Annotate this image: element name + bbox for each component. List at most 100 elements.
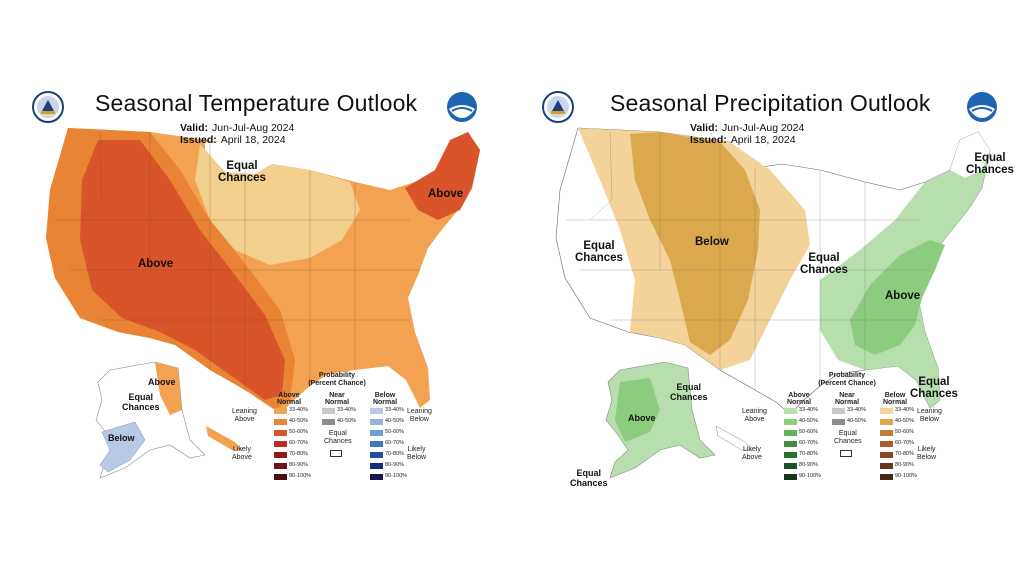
precipitation-legend: Probability (Percent Chance) Above Normal …: [742, 372, 942, 490]
alaska-below-region: [99, 421, 146, 473]
legend-above-2-swatch: [274, 430, 287, 436]
legend-above-1-swatch: [274, 419, 287, 425]
legend-near-1-swatch: [322, 419, 335, 425]
legend-below-0-label: 33-40%: [895, 407, 914, 413]
noaa-logo-icon: [447, 92, 477, 122]
alaska-panhandle: [206, 426, 242, 450]
legend-near-0-label: 33-40%: [337, 407, 356, 413]
legend-above-0-swatch: [274, 408, 287, 414]
legend-below-4-label: 70-80%: [895, 451, 914, 457]
legend-above-4-swatch: [274, 452, 287, 458]
legend-leaning-below: Leaning Below: [407, 408, 432, 423]
legend-above-6-swatch: [784, 474, 797, 480]
legend-below-3-swatch: [880, 441, 893, 447]
label-southeast-coast: Equal Chances: [910, 376, 958, 400]
label-west: Above: [138, 258, 174, 270]
legend-below-4-label: 70-80%: [385, 451, 404, 457]
leaning-above-pale-region: [195, 144, 360, 265]
label-alaska-north: Above: [148, 377, 176, 387]
legend-near-1-swatch: [832, 419, 845, 425]
legend-equal-chances: Equal Chances: [834, 430, 862, 445]
temperature-legend: Probability (Percent Chance) Above Normal …: [232, 372, 432, 490]
legend-above-0-label: 33-40%: [799, 407, 818, 413]
legend-below-1-swatch: [880, 419, 893, 425]
legend-col-above: Above Normal: [786, 392, 812, 406]
legend-above-4-label: 70-80%: [799, 451, 818, 457]
precipitation-title: Seasonal Precipitation Outlook: [610, 90, 931, 116]
legend-near-1-label: 40-50%: [337, 418, 356, 424]
legend-above-2-label: 50-60%: [289, 429, 308, 435]
legend-below-4-swatch: [370, 452, 383, 458]
legend-above-1-label: 40-50%: [799, 418, 818, 424]
precipitation-outlook-panel: Seasonal Precipitation Outlook Valid: Jun…: [520, 70, 1020, 500]
label-alaska-south: Above: [628, 413, 656, 423]
commerce-seal-icon: [32, 91, 64, 123]
legend-title: Probability (Percent Chance): [818, 372, 876, 387]
temp-valid-line: Valid: Jun-Jul-Aug 2024: [180, 122, 294, 134]
valid-value: Jun-Jul-Aug 2024: [212, 122, 295, 134]
alaska-panhandle: [715, 425, 753, 451]
legend-above-2-swatch: [784, 430, 797, 436]
legend-near-1-label: 40-50%: [847, 418, 866, 424]
legend-col-near: Near Normal: [834, 392, 860, 406]
legend-above-3-swatch: [784, 441, 797, 447]
legend-likely-above: Likely Above: [742, 446, 762, 461]
legend-below-3-label: 60-70%: [385, 440, 404, 446]
legend-col-near: Near Normal: [324, 392, 350, 406]
legend-below-5-swatch: [880, 463, 893, 469]
label-northeast: Equal Chances: [966, 152, 1014, 176]
precip-issued-line: Issued: April 18, 2024: [690, 134, 796, 146]
temp-issued-line: Issued: April 18, 2024: [180, 134, 286, 146]
legend-below-5-label: 80-90%: [895, 462, 914, 468]
label-alaska-sw: Equal Chances: [570, 468, 608, 488]
legend-leaning-below: Leaning Below: [917, 408, 942, 423]
legend-col-below: Below Normal: [882, 392, 908, 406]
label-upper-midwest: Equal Chances: [218, 160, 266, 184]
legend-likely-above: Likely Above: [232, 446, 252, 461]
legend-above-6-label: 90-100%: [799, 473, 822, 479]
legend-below-6-swatch: [880, 474, 893, 480]
valid-label: Valid:: [180, 122, 209, 134]
issued-label: Issued:: [690, 134, 727, 146]
legend-below-6-label: 90-100%: [895, 473, 918, 479]
legend-above-5-label: 80-90%: [289, 462, 308, 468]
valid-label: Valid:: [690, 122, 719, 134]
issued-value: April 18, 2024: [220, 134, 286, 146]
legend-above-5-swatch: [784, 463, 797, 469]
legend-near-0-swatch: [322, 408, 335, 414]
legend-below-2-label: 50-60%: [895, 429, 914, 435]
legend-leaning-above: Leaning Above: [742, 408, 767, 423]
legend-below-3-label: 60-70%: [895, 440, 914, 446]
noaa-logo-icon: [967, 92, 997, 122]
precip-valid-line: Valid: Jun-Jul-Aug 2024: [690, 122, 804, 134]
state-boundaries: [55, 131, 420, 390]
legend-above-0-swatch: [784, 408, 797, 414]
label-midwest: Equal Chances: [800, 252, 848, 276]
dry-core-region: [630, 132, 760, 355]
legend-above-1-label: 40-50%: [289, 418, 308, 424]
label-alaska-north: Equal Chances: [670, 382, 708, 402]
legend-near-0-swatch: [832, 408, 845, 414]
legend-below-2-label: 50-60%: [385, 429, 404, 435]
legend-col-below: Below Normal: [372, 392, 398, 406]
legend-above-4-swatch: [784, 452, 797, 458]
issued-value: April 18, 2024: [730, 134, 796, 146]
legend-likely-below: Likely Below: [917, 446, 937, 461]
legend-near-0-label: 33-40%: [847, 407, 866, 413]
alaska-above-region: [155, 362, 182, 415]
legend-below-2-swatch: [880, 430, 893, 436]
label-west: Equal Chances: [575, 240, 623, 264]
precipitation-map: [542, 91, 997, 479]
legend-equal-chances-swatch: [330, 450, 342, 457]
temperature-outlook-panel: Seasonal Temperature Outlook Valid: Jun-J…: [10, 70, 510, 500]
legend-likely-below: Likely Below: [407, 446, 427, 461]
legend-below-5-label: 80-90%: [385, 462, 404, 468]
legend-below-1-swatch: [370, 419, 383, 425]
legend-col-above: Above Normal: [276, 392, 302, 406]
legend-below-0-label: 33-40%: [385, 407, 404, 413]
legend-above-4-label: 70-80%: [289, 451, 308, 457]
wet-core-region: [850, 240, 945, 355]
legend-equal-chances-swatch: [840, 450, 852, 457]
legend-below-3-swatch: [370, 441, 383, 447]
legend-leaning-above: Leaning Above: [232, 408, 257, 423]
